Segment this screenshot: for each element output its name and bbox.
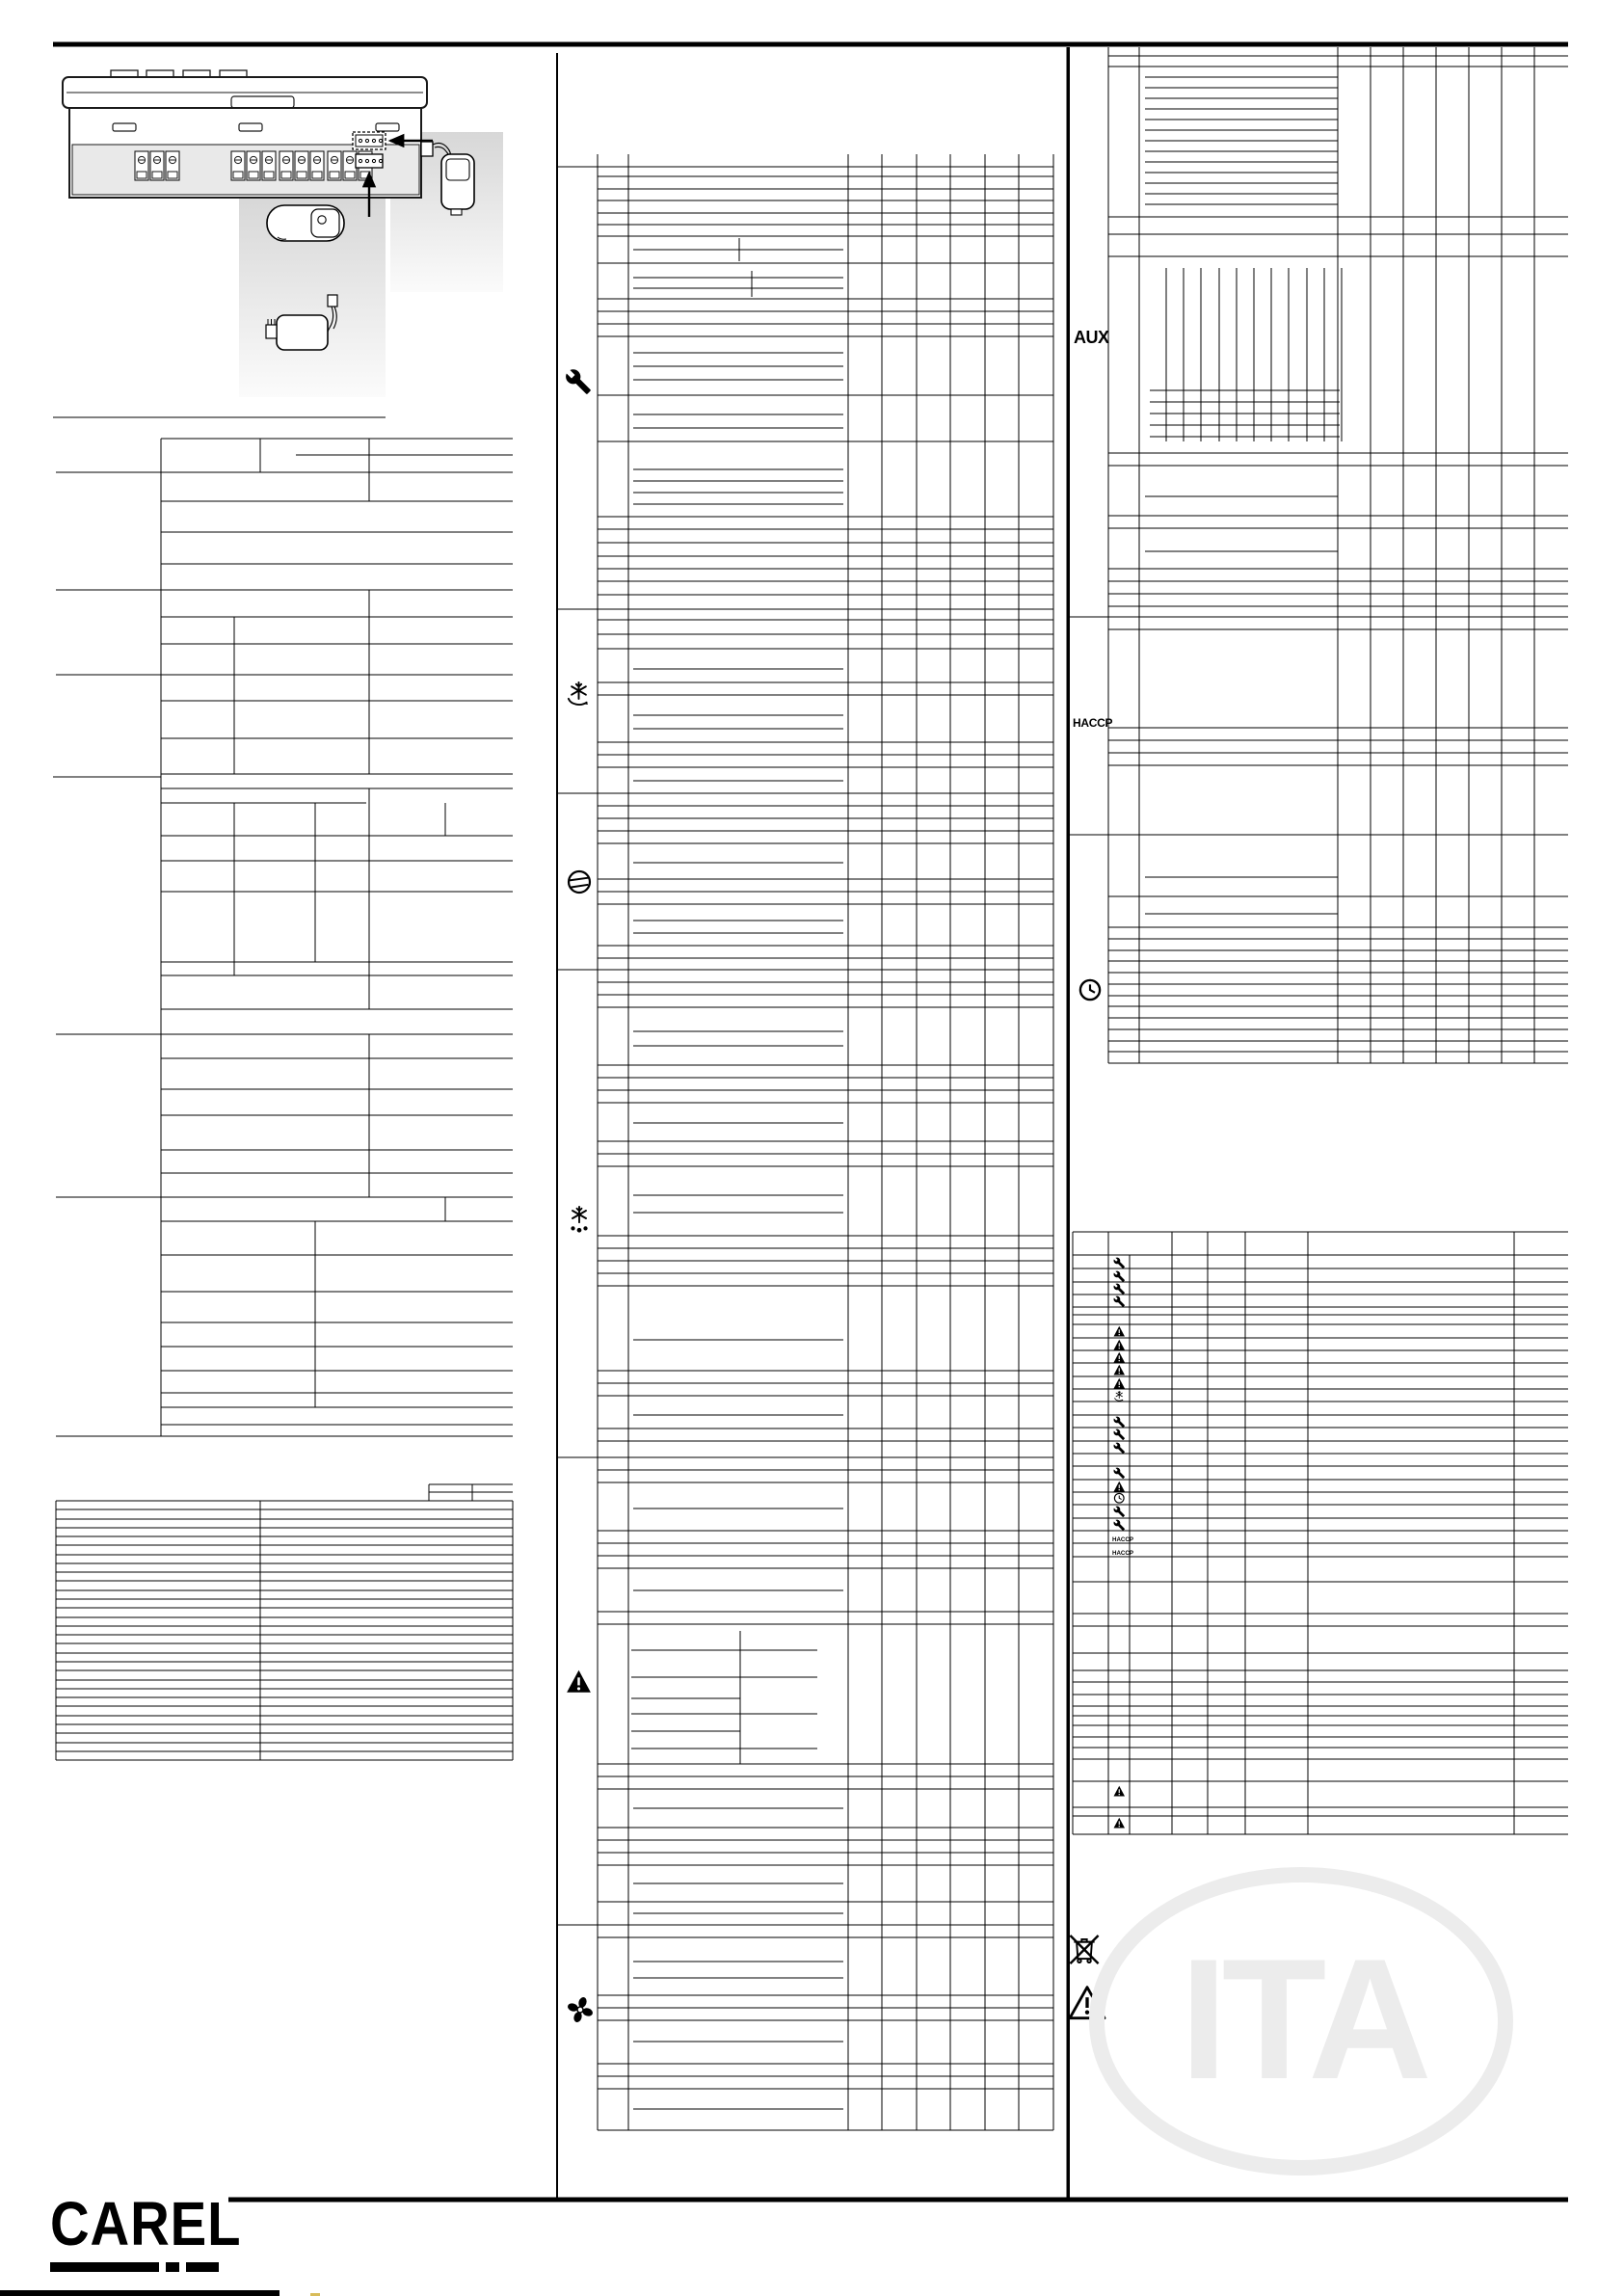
power-module	[265, 294, 338, 351]
terminal-blocks	[134, 150, 373, 181]
carel-logo: CAREL	[50, 2189, 242, 2258]
terminal-block	[246, 150, 261, 181]
alarm-row-icon	[1113, 1257, 1125, 1268]
warning-icon	[567, 1669, 591, 1693]
alarm-row-icon	[1113, 1325, 1125, 1337]
terminal-block	[134, 150, 149, 181]
defrost-icon	[567, 681, 589, 706]
terminal-block	[230, 150, 246, 181]
alarm-row-icon	[1113, 1442, 1125, 1454]
alarm-row-icon	[1113, 1481, 1125, 1492]
snowflake-drip-icon	[570, 1205, 589, 1234]
alarm-row-icon	[1113, 1467, 1125, 1479]
controller-diagram	[62, 69, 503, 397]
controller-body	[62, 69, 428, 199]
terminal-block	[279, 150, 294, 181]
programming-key	[420, 141, 475, 216]
alarm-row-icon	[1113, 1817, 1125, 1829]
terminal-block	[327, 150, 342, 181]
compressor-icon	[567, 869, 592, 894]
serial-connector-dashed	[352, 131, 386, 150]
fold-mark-bar	[0, 2290, 280, 2296]
alarm-row-icon	[1113, 1364, 1125, 1375]
alarm-row-icon	[1113, 1295, 1125, 1307]
alarm-row-icon	[1113, 1416, 1125, 1428]
terminal-block	[261, 150, 277, 181]
fan-icon	[566, 1995, 595, 2024]
alarm-row-icon	[1113, 1339, 1125, 1350]
haccp-row-label: HACCP	[1112, 1550, 1133, 1557]
clock-icon	[1078, 978, 1102, 1001]
aux-section-label: AUX	[1074, 328, 1109, 347]
alarm-row-icon	[1113, 1519, 1125, 1531]
alarm-row-icon	[1113, 1377, 1125, 1389]
terminal-block	[294, 150, 309, 181]
alarm-row-icon	[1113, 1270, 1125, 1282]
alarm-row-icon	[1113, 1506, 1125, 1517]
terminal-block	[165, 150, 180, 181]
alarm-row-icon	[1113, 1785, 1125, 1797]
terminal-block	[309, 150, 325, 181]
carel-logo-bar	[50, 2262, 219, 2272]
alarm-row-icon	[1113, 1428, 1125, 1440]
alarm-row-icon	[1113, 1283, 1125, 1295]
remote-control	[266, 204, 345, 242]
haccp-section-label: HACCP	[1073, 716, 1113, 730]
alarm-row-icon	[1113, 1492, 1125, 1504]
alarm-row-icon	[1113, 1351, 1125, 1363]
alarm-row-icon	[1114, 1390, 1124, 1402]
key-connector	[355, 153, 384, 169]
terminal-block	[149, 150, 165, 181]
print-speck	[310, 2293, 320, 2296]
haccp-row-label: HACCP	[1112, 1536, 1133, 1543]
wrench-icon	[566, 369, 591, 394]
watermark-language-text: ITA	[1180, 1923, 1432, 2115]
